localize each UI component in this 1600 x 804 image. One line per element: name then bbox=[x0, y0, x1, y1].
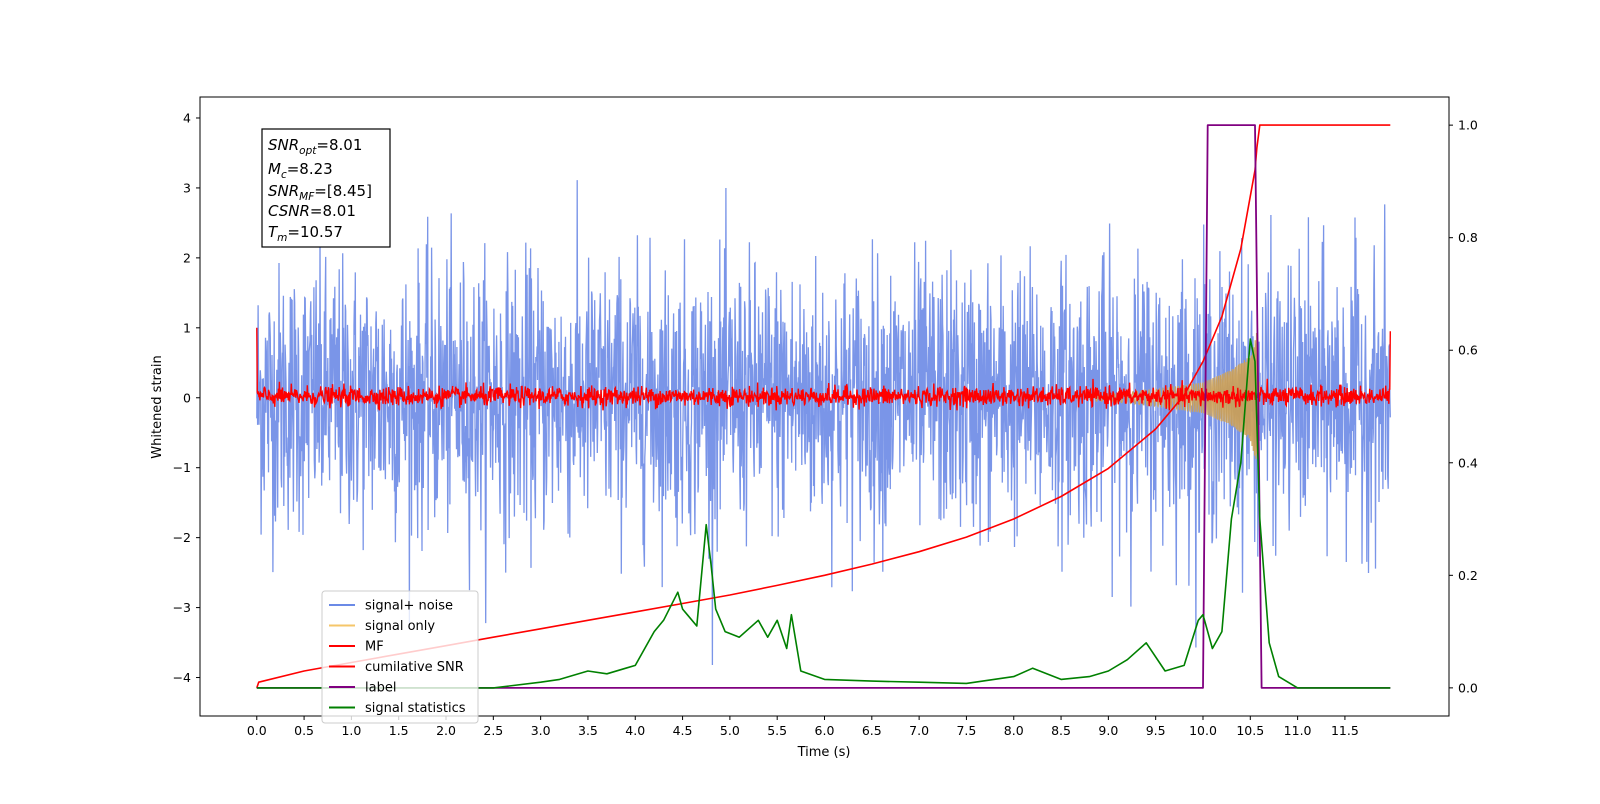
annotation-snr-mf: SNRMF=[8.45] bbox=[268, 182, 372, 203]
y-tick-label: −1 bbox=[173, 460, 191, 475]
series-signal-statistics bbox=[256, 338, 1391, 689]
x-tick-label: 1.5 bbox=[389, 723, 409, 738]
legend-entry: MF bbox=[365, 640, 384, 655]
y2-tick-label: 1.0 bbox=[1458, 118, 1478, 133]
x-tick-label: 8.0 bbox=[1004, 723, 1024, 738]
x-tick-label: 10.5 bbox=[1236, 723, 1264, 738]
x-tick-label: 9.0 bbox=[1098, 723, 1118, 738]
x-tick-label: 6.0 bbox=[815, 723, 835, 738]
series-signal-noise bbox=[256, 180, 1391, 666]
x-tick-label: 6.5 bbox=[862, 723, 882, 738]
x-tick-label: 4.5 bbox=[673, 723, 693, 738]
annotation-mc: Mc=8.23 bbox=[268, 160, 333, 181]
series-mf bbox=[256, 327, 1391, 411]
x-axis-label: Time (s) bbox=[797, 745, 851, 760]
legend-entry: cumilative SNR bbox=[365, 660, 464, 675]
x-tick-label: 2.5 bbox=[483, 723, 503, 738]
x-axis: 0.0 0.5 1.0 1.5 2.0 2.5 3.0 3.5 4.0 4.5 5.0 5.5 6.0 6… bbox=[247, 716, 1359, 738]
x-tick-label: 11.5 bbox=[1331, 723, 1359, 738]
x-tick-label: 0.0 bbox=[247, 723, 267, 738]
y-tick-label: −2 bbox=[173, 530, 191, 545]
x-tick-label: 10.0 bbox=[1189, 723, 1217, 738]
series-label bbox=[256, 124, 1391, 689]
x-tick-label: 3.5 bbox=[578, 723, 598, 738]
y-axis-left: 4 3 2 1 0 −1 −2 −3 −4 bbox=[173, 110, 200, 685]
x-tick-label: 4.0 bbox=[625, 723, 645, 738]
annotation-tm: Tm=10.57 bbox=[268, 223, 343, 244]
y-tick-label: 3 bbox=[183, 180, 191, 195]
annotation-box bbox=[261, 128, 391, 248]
y-axis-right: 1.0 0.8 0.6 0.4 0.2 0.0 bbox=[1449, 118, 1478, 695]
y-axis-label: Whitened strain bbox=[150, 355, 165, 458]
y2-tick-label: 0.0 bbox=[1458, 680, 1478, 695]
annotation-snr-opt: SNRopt=8.01 bbox=[268, 136, 362, 157]
stats-annotation: SNRopt=8.01 Mc=8.23 SNRMF=[8.45] CSNR=8.… bbox=[261, 128, 391, 248]
x-tick-label: 11.0 bbox=[1284, 723, 1312, 738]
legend-entry: signal only bbox=[365, 619, 435, 634]
x-tick-label: 2.0 bbox=[436, 723, 456, 738]
x-tick-label: 9.5 bbox=[1146, 723, 1166, 738]
legend-entry: label bbox=[365, 681, 396, 696]
y-tick-label: 4 bbox=[183, 110, 191, 125]
x-tick-label: 7.5 bbox=[956, 723, 976, 738]
x-tick-label: 3.0 bbox=[531, 723, 551, 738]
annotation-csnr: CSNR=8.01 bbox=[268, 202, 356, 220]
y-tick-label: 0 bbox=[183, 390, 191, 405]
y2-tick-label: 0.6 bbox=[1458, 343, 1478, 358]
x-tick-label: 8.5 bbox=[1051, 723, 1071, 738]
y-tick-label: −3 bbox=[173, 600, 191, 615]
y2-tick-label: 0.8 bbox=[1458, 230, 1478, 245]
y-tick-label: 1 bbox=[183, 320, 191, 335]
y2-tick-label: 0.2 bbox=[1458, 568, 1478, 583]
y2-tick-label: 0.4 bbox=[1458, 455, 1478, 470]
x-tick-label: 0.5 bbox=[294, 723, 314, 738]
x-tick-label: 1.0 bbox=[341, 723, 361, 738]
y-tick-label: 2 bbox=[183, 250, 191, 265]
legend-entry: signal+ noise bbox=[365, 599, 453, 614]
legend: signal+ noise signal only MF cumilative SNR… bbox=[321, 590, 479, 724]
x-tick-label: 7.0 bbox=[909, 723, 929, 738]
legend-entry: signal statistics bbox=[365, 701, 466, 716]
x-tick-label: 5.5 bbox=[767, 723, 787, 738]
legend-box bbox=[321, 590, 479, 724]
x-tick-label: 5.0 bbox=[720, 723, 740, 738]
y-tick-label: −4 bbox=[173, 670, 191, 685]
